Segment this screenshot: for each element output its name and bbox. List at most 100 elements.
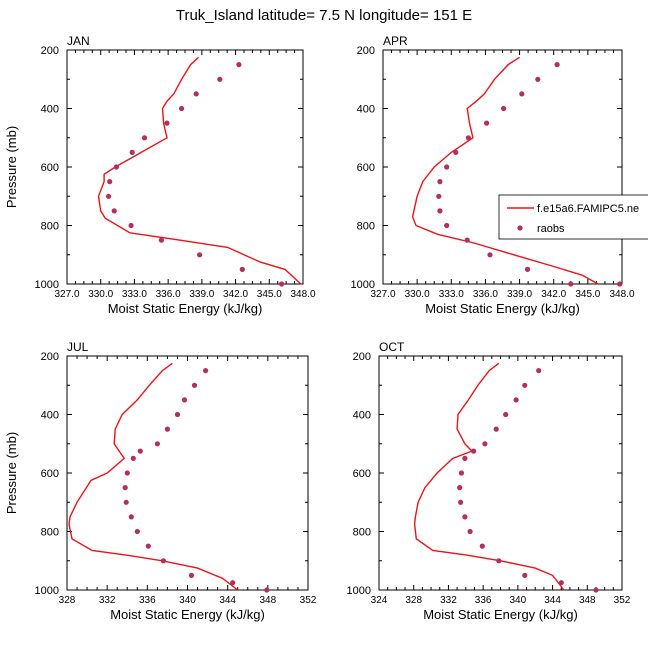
raob-point (128, 222, 134, 229)
x-tick-label: 328 (59, 595, 76, 606)
raob-point (164, 120, 170, 126)
raob-point (239, 266, 245, 272)
raob-point (465, 135, 471, 141)
raob-point (444, 164, 450, 170)
raob-point (279, 281, 285, 287)
raob-point (568, 281, 574, 287)
raob-point (181, 397, 188, 403)
y-tick-label: 600 (41, 468, 59, 480)
y-tick-label: 400 (41, 410, 59, 422)
raob-point (164, 426, 170, 432)
y-tick-label: 800 (41, 527, 59, 539)
panel-apr: APR 327.0 330.0 333.0 336.0 339.0 342.0 345.0 34… (351, 34, 635, 316)
x-axis-label: Moist Static Energy (kJ/kg) (108, 301, 263, 316)
raob-point (524, 266, 531, 272)
x-axis-label: Moist Static Energy (kJ/kg) (425, 301, 580, 316)
x-tick-label: 333.0 (439, 289, 464, 300)
y-tick-label: 400 (357, 104, 375, 116)
raob-point (437, 208, 443, 214)
raob-point (471, 448, 477, 454)
x-tick-label: 332 (99, 595, 116, 606)
y-axis-label: Pressure (mb) (4, 432, 19, 514)
raob-point (484, 120, 490, 126)
panel-label: JAN (67, 34, 90, 48)
x-tick-label: 328 (405, 595, 422, 606)
panel-label: JUL (67, 340, 89, 354)
raob-point (453, 149, 459, 155)
x-axis-label: Moist Static Energy (kJ/kg) (110, 607, 265, 622)
x-axis-label: Moist Static Energy (kJ/kg) (423, 607, 578, 622)
raob-point (193, 91, 199, 97)
y-tick-label: 600 (41, 162, 59, 174)
x-tick-label: 352 (614, 595, 631, 606)
raob-point (536, 368, 542, 374)
raob-point (522, 382, 528, 388)
x-tick-label: 344 (219, 595, 236, 606)
model-series-line (68, 362, 239, 591)
x-tick-label: 344 (544, 595, 561, 606)
x-tick-label: 330.0 (88, 289, 113, 300)
raob-point (444, 222, 450, 229)
y-tick-label: 200 (353, 351, 371, 363)
figure-title: Truk_Island latitude= 7.5 N longitude= 1… (176, 7, 472, 24)
raob-point (436, 193, 442, 199)
raob-point (154, 441, 160, 447)
raob-point (134, 528, 140, 535)
raob-point (467, 528, 473, 535)
panel-oct: OCT 324 328 332 336 340 344 348 352 200 400 600 800 1… (347, 340, 631, 622)
raob-point (203, 368, 209, 374)
raob-point (535, 76, 541, 82)
raob-point (513, 397, 519, 403)
model-series-line (97, 56, 302, 285)
panel-jan: JAN 327.0 330.0 333.0 336.0 339.0 342.0 345.0 34… (4, 34, 316, 316)
plot-frame (378, 355, 623, 591)
raob-point (158, 237, 164, 243)
plot-frame (382, 49, 623, 285)
raob-point (197, 252, 203, 258)
legend-label-raobs: raobs (537, 223, 565, 235)
raob-point (188, 572, 195, 579)
y-tick-label: 600 (357, 162, 375, 174)
x-tick-label: 340 (179, 595, 196, 606)
panels: JAN 327.0 330.0 333.0 336.0 339.0 342.0 345.0 34… (4, 34, 635, 622)
model-series-line (411, 56, 599, 285)
raob-point (191, 382, 198, 388)
raob-point (113, 164, 119, 170)
x-tick-label: 348 (259, 595, 276, 606)
y-tick-label: 800 (357, 221, 375, 233)
raob-point (111, 208, 117, 214)
raob-point (464, 237, 470, 243)
y-tick-label: 1000 (347, 585, 371, 597)
raob-point (128, 514, 134, 520)
y-tick-label: 400 (353, 410, 371, 422)
x-tick-label: 340 (510, 595, 527, 606)
raob-point (122, 485, 128, 491)
raob-point (501, 105, 507, 112)
raob-point (124, 470, 130, 476)
raob-point (617, 281, 623, 287)
raob-point (437, 179, 443, 185)
x-tick-label: 336 (475, 595, 492, 606)
raob-point (264, 587, 270, 593)
x-tick-label: 348.0 (290, 289, 315, 300)
raob-point (141, 135, 148, 141)
raob-point (458, 470, 464, 476)
raob-point (107, 179, 113, 185)
x-tick-label: 339.0 (507, 289, 532, 300)
y-tick-label: 800 (353, 527, 371, 539)
y-tick-label: 200 (41, 45, 59, 57)
raob-point (137, 448, 143, 454)
x-tick-label: 348.0 (609, 289, 634, 300)
y-axis-label: Pressure (mb) (4, 126, 19, 208)
raob-point (174, 411, 181, 418)
y-tick-label: 400 (41, 104, 59, 116)
raob-point (160, 558, 166, 564)
raob-point (462, 514, 468, 520)
x-tick-label: 333.0 (122, 289, 147, 300)
raob-point (479, 543, 485, 549)
y-tick-label: 1000 (35, 585, 59, 597)
x-tick-label: 348 (579, 595, 596, 606)
x-tick-label: 342.0 (541, 289, 566, 300)
